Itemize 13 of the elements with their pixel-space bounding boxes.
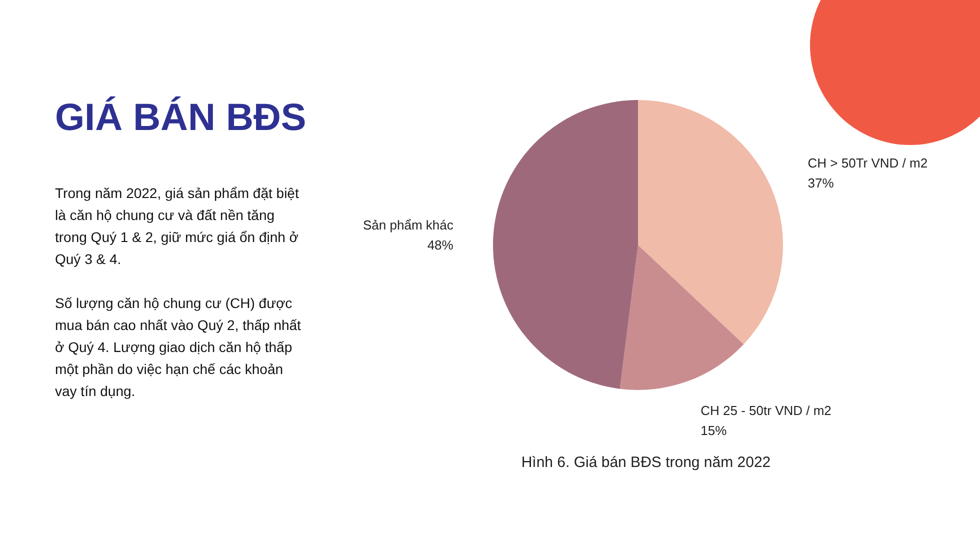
slice-label: CH 25 - 50tr VND / m2 xyxy=(700,403,832,418)
text: Trong năm 2022, giá sản phẩm đặt biệt là căn hộ chung cư và đất nền tăng trong Quý 1 & 2, giữ mức giá ổn định ở Quý 3 & 4. xyxy=(55,184,300,269)
slice-label: CH > 50Tr VND / m2 xyxy=(808,156,928,171)
text: Số lượng căn hộ chung cư (CH) được mua bán cao nhất vào Quý 2, thấp nhất ở Quý 4. Lượng giao dịch căn hộ thấp một phần do việc hạn chế các khoản vay tín dụng. xyxy=(55,294,302,401)
pie-slice xyxy=(638,100,783,344)
slice-label: Sản phẩm khác xyxy=(363,217,454,232)
data-label: 48% xyxy=(427,237,454,252)
pie-slice xyxy=(620,245,744,390)
chart-title: GIÁ BÁN BĐS xyxy=(55,96,306,139)
data-label: 15% xyxy=(700,423,728,438)
data-label: 37% xyxy=(808,176,834,191)
text: Hình 6. Giá bán BĐS trong năm 2022 xyxy=(521,454,771,471)
pie-slice xyxy=(493,100,638,389)
